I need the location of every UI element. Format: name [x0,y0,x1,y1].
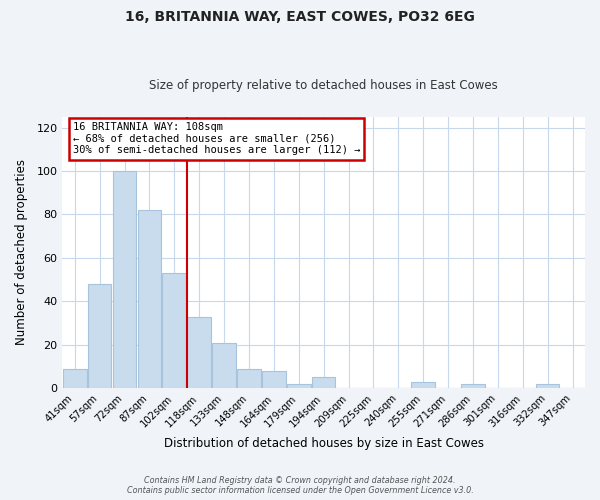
Text: Contains HM Land Registry data © Crown copyright and database right 2024.
Contai: Contains HM Land Registry data © Crown c… [127,476,473,495]
Bar [212,342,236,388]
Bar [312,378,335,388]
Text: 16 BRITANNIA WAY: 108sqm
← 68% of detached houses are smaller (256)
30% of semi-: 16 BRITANNIA WAY: 108sqm ← 68% of detach… [73,122,360,156]
Bar [262,371,286,388]
Bar [187,316,211,388]
Bar [461,384,485,388]
Text: 16, BRITANNIA WAY, EAST COWES, PO32 6EG: 16, BRITANNIA WAY, EAST COWES, PO32 6EG [125,10,475,24]
Bar [536,384,559,388]
Bar [113,171,136,388]
Bar [237,368,261,388]
Y-axis label: Number of detached properties: Number of detached properties [15,160,28,346]
Bar [63,368,86,388]
Bar [88,284,112,388]
Bar [163,273,186,388]
Bar [412,382,435,388]
Title: Size of property relative to detached houses in East Cowes: Size of property relative to detached ho… [149,79,498,92]
Bar [287,384,311,388]
Bar [137,210,161,388]
X-axis label: Distribution of detached houses by size in East Cowes: Distribution of detached houses by size … [164,437,484,450]
